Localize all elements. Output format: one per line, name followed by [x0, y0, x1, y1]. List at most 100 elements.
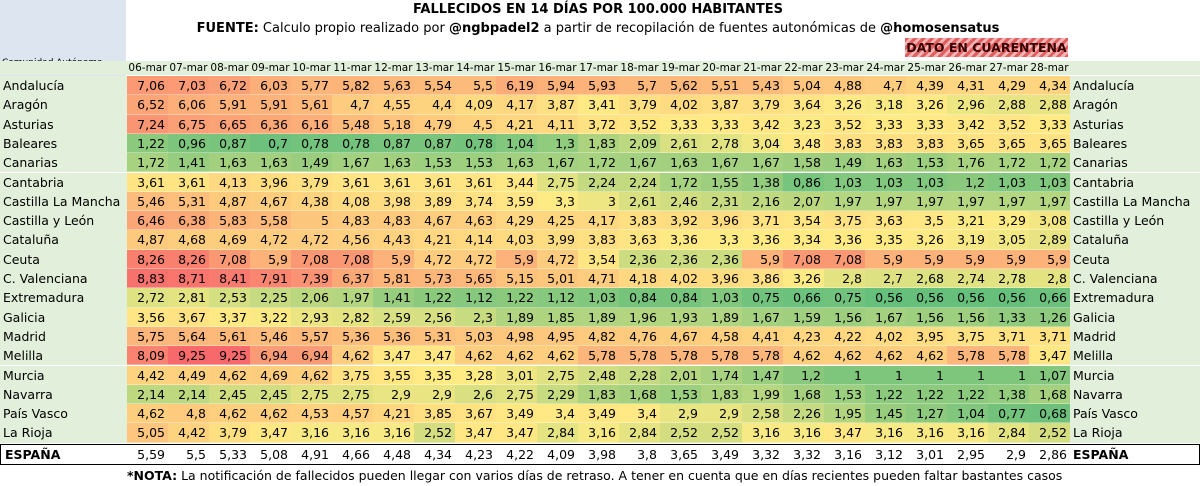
- cell: 3,33: [906, 114, 947, 134]
- cell: 1,63: [660, 153, 701, 173]
- total-cell: 3,49: [711, 446, 739, 462]
- cell: 1,53: [414, 153, 455, 173]
- cell: 1,72: [988, 153, 1029, 173]
- cell: 4,29: [988, 76, 1029, 96]
- cell: 5,61: [209, 326, 250, 347]
- cell: 3,61: [414, 172, 455, 192]
- row-name: Galicia: [0, 307, 127, 327]
- cell: 1,41: [373, 288, 414, 308]
- column-header-bg: [1070, 61, 1200, 75]
- cell: 6,94: [291, 346, 332, 366]
- cell: 4,21: [373, 404, 414, 424]
- cell: 4,95: [537, 326, 578, 347]
- cell: 4,21: [496, 114, 537, 134]
- cell: 1,45: [865, 404, 906, 424]
- cell: 3,92: [660, 211, 701, 231]
- cell: 1,83: [578, 384, 619, 405]
- cell: 4,38: [291, 191, 332, 212]
- row-name: País Vasco: [1070, 404, 1200, 424]
- cell: 6,36: [250, 114, 291, 134]
- cell: 1,97: [947, 191, 988, 212]
- cell: 0,84: [660, 288, 701, 308]
- cell: 5,64: [168, 326, 209, 347]
- cell: 2,78: [701, 133, 742, 154]
- cell: 3,71: [988, 326, 1029, 347]
- source-org: @homosensatus: [880, 21, 1000, 36]
- source: FUENTE: Calculo propio realizado por @ng…: [126, 21, 1070, 36]
- cell: 3,29: [988, 211, 1029, 231]
- cell: 4,17: [578, 211, 619, 231]
- cell: 1,41: [168, 153, 209, 173]
- cell: 5,9: [865, 249, 906, 269]
- cell: 4,67: [414, 211, 455, 231]
- cell: 2,6: [455, 384, 496, 405]
- cell: 3,49: [578, 404, 619, 424]
- cell: 3,42: [947, 114, 988, 134]
- cell: 1,59: [783, 307, 824, 327]
- cell: 2,7: [865, 269, 906, 289]
- cell: 3,28: [455, 365, 496, 385]
- cell: 2,84: [619, 423, 660, 443]
- total-cell: 4,22: [506, 446, 534, 462]
- cell: 3,35: [865, 230, 906, 250]
- cell: 1,93: [660, 307, 701, 327]
- cell: 2,75: [496, 384, 537, 405]
- cell: 4,71: [578, 269, 619, 289]
- source-author: @ngbpadel2: [448, 21, 540, 36]
- cell: 3,47: [414, 346, 455, 366]
- cell: 3,61: [168, 172, 209, 192]
- row-name: Ceuta: [0, 249, 127, 269]
- cell: 5,91: [209, 95, 250, 115]
- row-name: Aragón: [1070, 95, 1200, 115]
- cell: 3,75: [332, 365, 373, 385]
- cell: 0,78: [291, 133, 332, 154]
- cell: 3,47: [496, 423, 537, 443]
- cell: 5,9: [250, 249, 291, 269]
- cell: 4,62: [906, 346, 947, 366]
- cell: 3,96: [701, 269, 742, 289]
- cell: 1,83: [701, 384, 742, 405]
- cell: 3,42: [742, 114, 783, 134]
- cell: 1,22: [414, 288, 455, 308]
- cell: 0,77: [988, 404, 1029, 424]
- cell: 4,62: [496, 346, 537, 366]
- cell: 4,82: [578, 326, 619, 347]
- cell: 1,97: [824, 191, 865, 212]
- cell: 3,96: [701, 211, 742, 231]
- cell: 7,08: [824, 249, 865, 269]
- cell: 2,28: [619, 365, 660, 385]
- cell: 1: [824, 365, 865, 385]
- row-name: Baleares: [1070, 133, 1200, 154]
- cell: 2,72: [127, 288, 168, 308]
- cell: 1,72: [1029, 153, 1070, 173]
- cell: 3,33: [701, 114, 742, 134]
- cell: 3,89: [414, 191, 455, 212]
- cell: 4,72: [414, 249, 455, 269]
- cell: 1,2: [947, 172, 988, 192]
- row-name: La Rioja: [0, 423, 127, 443]
- cell: 3,83: [824, 133, 865, 154]
- cell: 1,68: [1029, 384, 1070, 405]
- cell: 1,96: [619, 307, 660, 327]
- cell: 4,98: [496, 326, 537, 347]
- cell: 4,83: [373, 211, 414, 231]
- cell: 5,9: [373, 249, 414, 269]
- cell: 4,62: [783, 346, 824, 366]
- cell: 5,9: [742, 249, 783, 269]
- cell: 5,15: [496, 269, 537, 289]
- cell: 2,8: [824, 269, 865, 289]
- cell: 4,83: [332, 211, 373, 231]
- cell: 6,94: [250, 346, 291, 366]
- cell: 8,26: [168, 249, 209, 269]
- row-name: Cataluña: [0, 230, 127, 250]
- cell: 5,78: [947, 346, 988, 366]
- cell: 4,58: [701, 326, 742, 347]
- source-text: a partir de recopilación de fuentes auto…: [543, 21, 877, 36]
- cell: 1,89: [578, 307, 619, 327]
- cell: 6,72: [209, 76, 250, 96]
- row-name: C. Valenciana: [0, 269, 127, 289]
- cell: 2,56: [414, 307, 455, 327]
- cell: 2,52: [1029, 423, 1070, 443]
- cell: 4,62: [455, 346, 496, 366]
- cell: 7,24: [127, 114, 168, 134]
